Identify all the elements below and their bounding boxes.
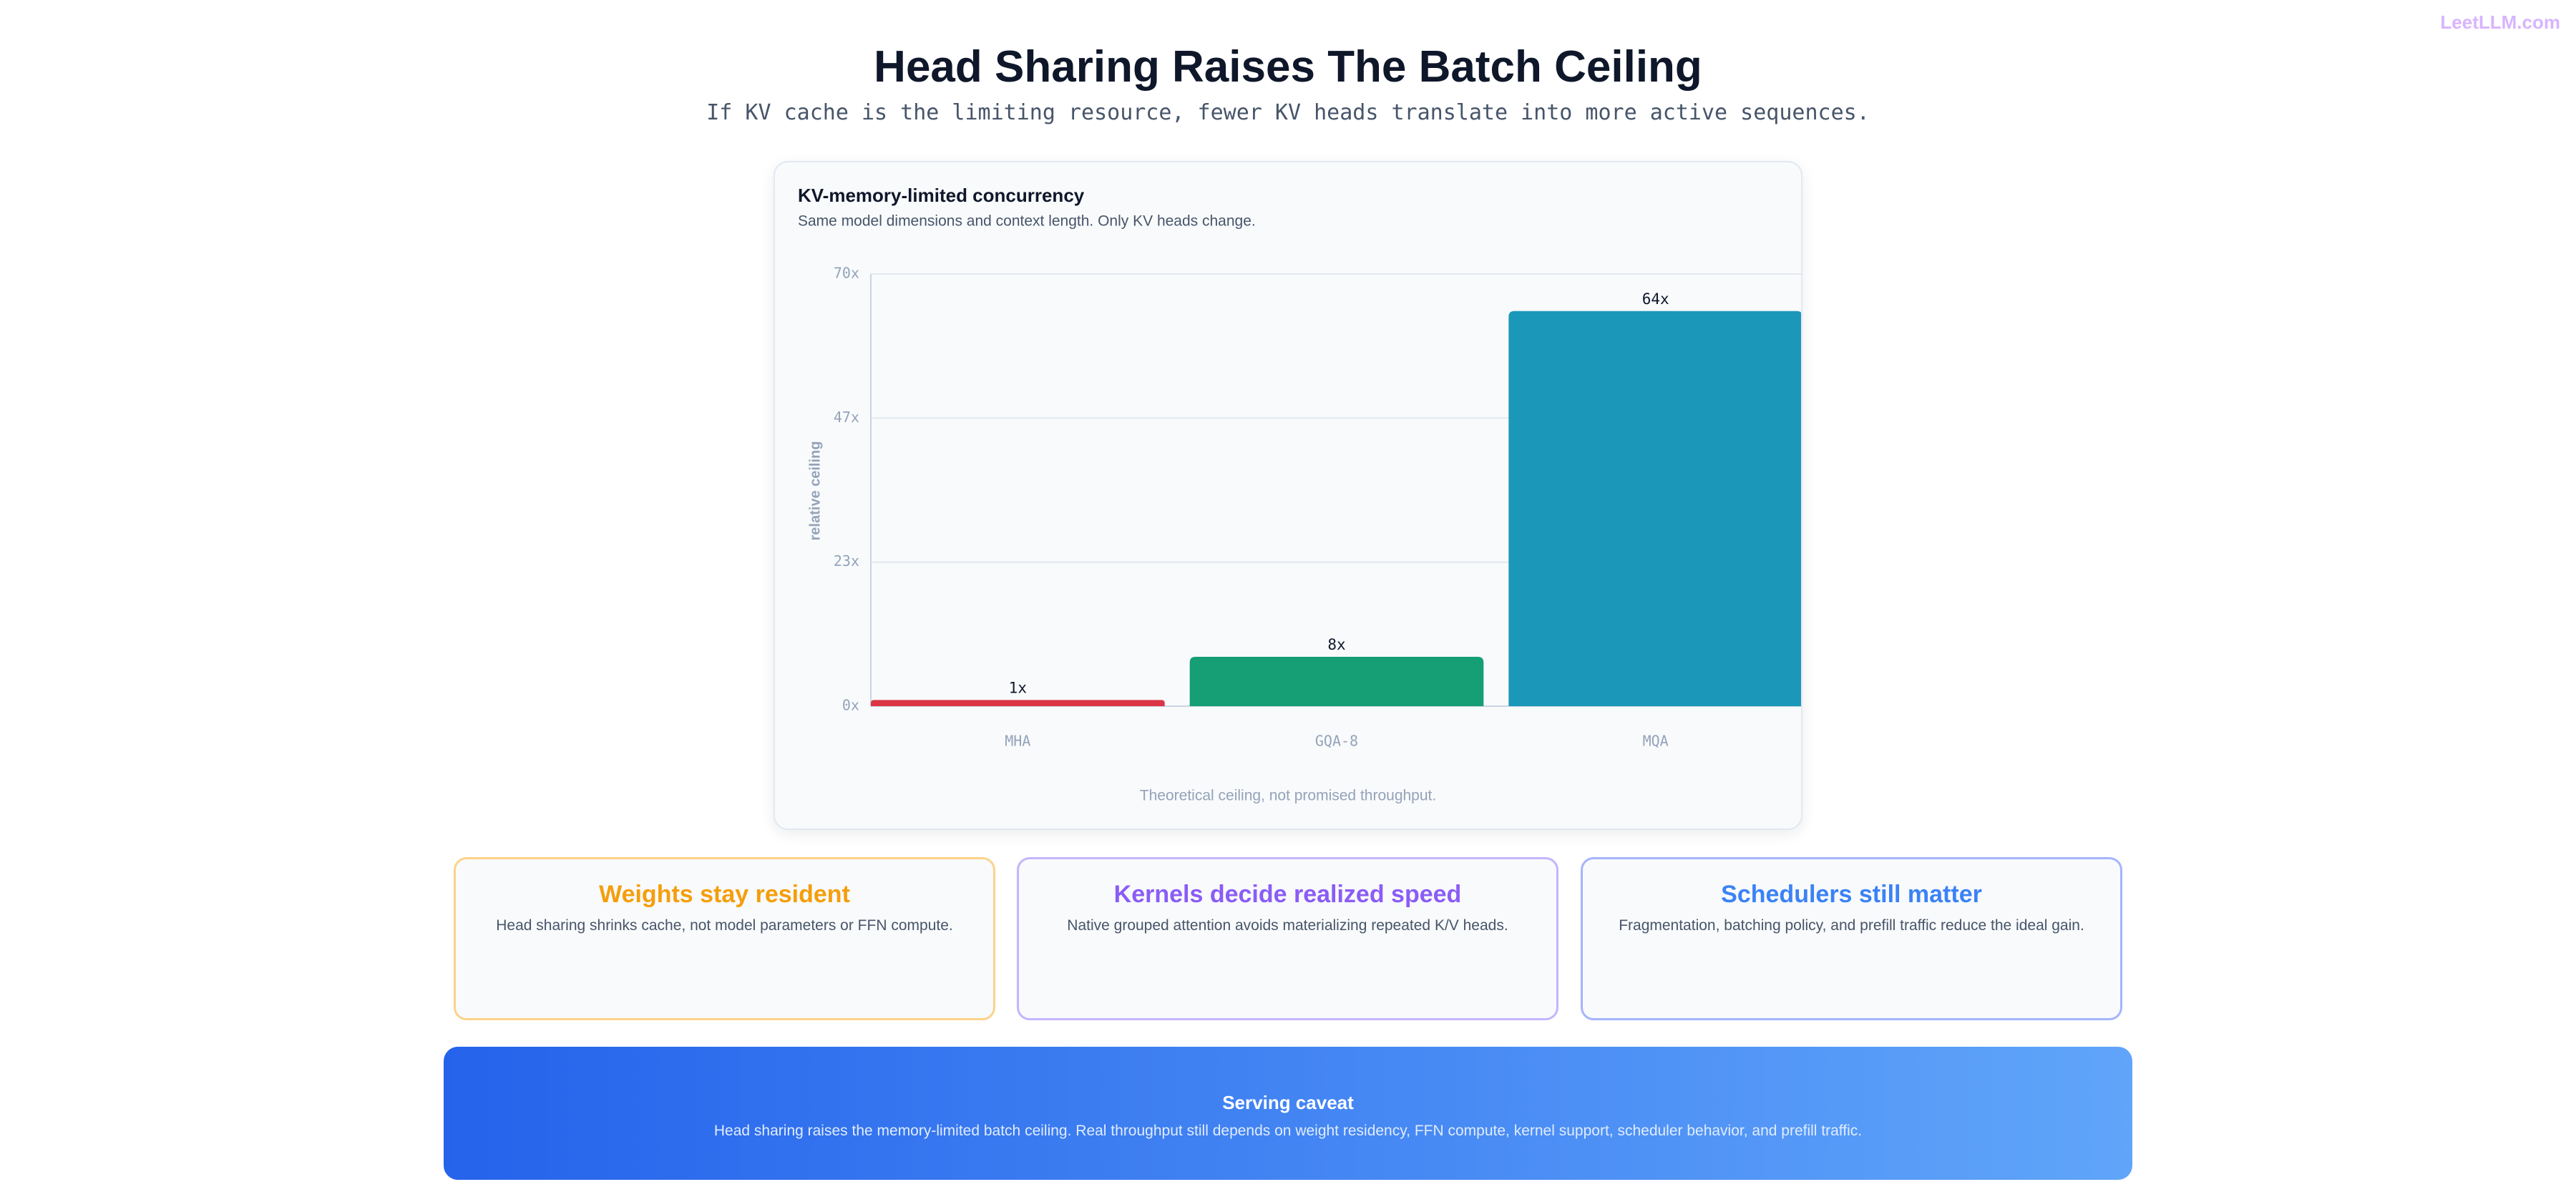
bar xyxy=(871,700,1165,706)
chart-card: KV-memory-limited concurrency Same model… xyxy=(774,161,1802,830)
card-text: Fragmentation, batching policy, and pref… xyxy=(1619,917,2084,934)
caveat-title: Serving caveat xyxy=(1222,1092,1354,1113)
y-tick-label: 70x xyxy=(834,265,859,282)
caveat-banner: Serving caveat Head sharing raises the me… xyxy=(444,1047,2132,1180)
card-title: Weights stay resident xyxy=(599,881,850,908)
x-tick-label: GQA-8 xyxy=(1315,733,1358,750)
x-tick-label: MQA xyxy=(1643,733,1669,750)
caveat-text: Head sharing raises the memory-limited b… xyxy=(713,1123,1863,1139)
bar xyxy=(1189,656,1484,706)
x-tick-label: MHA xyxy=(1005,733,1030,750)
value-label: 8x xyxy=(1327,636,1345,653)
chart-subtitle: Same model dimensions and context length… xyxy=(798,213,1256,230)
bar xyxy=(1508,311,1801,706)
page-subtitle: If KV cache is the limiting resource, fe… xyxy=(706,100,1870,125)
card-text: Head sharing shrinks cache, not model pa… xyxy=(496,917,953,934)
y-tick-label: 0x xyxy=(842,697,859,714)
y-tick-label: 23x xyxy=(834,552,859,570)
value-label: 64x xyxy=(1642,290,1669,308)
watermark[interactable]: LeetLLM.com xyxy=(2440,11,2560,33)
y-tick-label: 47x xyxy=(834,409,859,426)
info-card: Weights stay resident Head sharing shrink… xyxy=(454,857,995,1020)
card-title: Schedulers still matter xyxy=(1721,881,1982,908)
card-text: Native grouped attention avoids material… xyxy=(1067,917,1508,934)
page-title: Head Sharing Raises The Batch Ceiling xyxy=(874,42,1702,92)
card-title: Kernels decide realized speed xyxy=(1113,881,1462,908)
chart-title: KV-memory-limited concurrency xyxy=(798,185,1085,206)
chart: KV-memory-limited concurrency Same model… xyxy=(798,185,1801,804)
info-card: Kernels decide realized speed Native grou… xyxy=(1017,857,1558,1020)
y-axis-label: relative ceiling xyxy=(807,441,823,541)
info-card: Schedulers still matter Fragmentation, ba… xyxy=(1581,857,2122,1020)
chart-footnote: Theoretical ceiling, not promised throug… xyxy=(1140,788,1436,804)
value-label: 1x xyxy=(1009,679,1027,696)
